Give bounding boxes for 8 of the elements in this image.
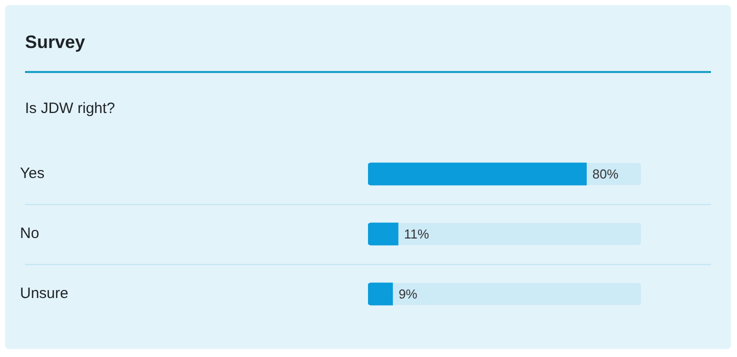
y-tick-label: No [20,225,40,242]
text: Is JDW right? [25,100,116,117]
data-label: 80% [592,166,619,182]
data-label: 11% [404,226,430,242]
text: Survey [25,32,86,53]
data-label: 9% [398,286,418,302]
y-tick-label: Unsure [20,285,68,302]
y-tick-label: Yes [20,165,44,182]
